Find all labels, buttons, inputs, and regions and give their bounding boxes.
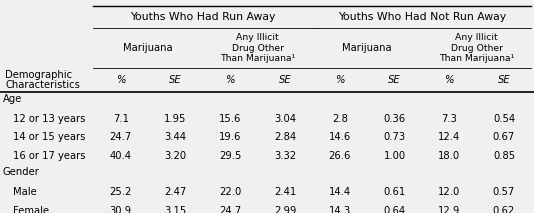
Text: 12 or 13 years: 12 or 13 years [13, 114, 86, 124]
Text: 22.0: 22.0 [219, 187, 241, 197]
Text: 0.54: 0.54 [493, 114, 515, 124]
Text: %: % [444, 75, 454, 85]
Text: 2.41: 2.41 [274, 187, 296, 197]
Text: 2.99: 2.99 [274, 206, 296, 213]
Text: 19.6: 19.6 [219, 132, 241, 142]
Text: 24.7: 24.7 [109, 132, 132, 142]
Text: 15.6: 15.6 [219, 114, 241, 124]
Text: 14.6: 14.6 [328, 132, 351, 142]
Text: SE: SE [388, 75, 401, 85]
Text: 30.9: 30.9 [110, 206, 132, 213]
Text: 26.6: 26.6 [328, 151, 351, 161]
Text: Demographic: Demographic [5, 70, 73, 80]
Text: 3.15: 3.15 [164, 206, 187, 213]
Text: Any Illicit
Drug Other
Than Marijuana¹: Any Illicit Drug Other Than Marijuana¹ [220, 33, 295, 63]
Text: Female: Female [13, 206, 50, 213]
Text: Gender: Gender [3, 167, 40, 177]
Text: 3.20: 3.20 [164, 151, 186, 161]
Text: 7.3: 7.3 [441, 114, 457, 124]
Text: 3.04: 3.04 [274, 114, 296, 124]
Text: 14 or 15 years: 14 or 15 years [13, 132, 86, 142]
Text: Marijuana: Marijuana [342, 43, 392, 53]
Text: 18.0: 18.0 [438, 151, 460, 161]
Text: %: % [116, 75, 125, 85]
Text: 3.44: 3.44 [164, 132, 186, 142]
Text: Marijuana: Marijuana [123, 43, 173, 53]
Text: 12.0: 12.0 [438, 187, 460, 197]
Text: 16 or 17 years: 16 or 17 years [13, 151, 86, 161]
Text: 0.62: 0.62 [493, 206, 515, 213]
Text: 0.57: 0.57 [493, 187, 515, 197]
Text: %: % [225, 75, 235, 85]
Text: 12.4: 12.4 [438, 132, 460, 142]
Text: 1.95: 1.95 [164, 114, 187, 124]
Text: %: % [335, 75, 344, 85]
Text: 14.4: 14.4 [329, 187, 351, 197]
Text: 12.9: 12.9 [438, 206, 460, 213]
Text: Youths Who Had Run Away: Youths Who Had Run Away [130, 12, 276, 22]
Text: 2.8: 2.8 [332, 114, 348, 124]
Text: 29.5: 29.5 [219, 151, 241, 161]
Text: 2.84: 2.84 [274, 132, 296, 142]
Text: 40.4: 40.4 [110, 151, 132, 161]
Text: 0.73: 0.73 [383, 132, 405, 142]
Text: Age: Age [3, 94, 22, 104]
Text: 24.7: 24.7 [219, 206, 241, 213]
Text: SE: SE [279, 75, 292, 85]
Text: 0.64: 0.64 [383, 206, 405, 213]
Text: 7.1: 7.1 [113, 114, 129, 124]
Text: 14.3: 14.3 [329, 206, 351, 213]
Text: SE: SE [498, 75, 511, 85]
Text: 2.47: 2.47 [164, 187, 187, 197]
Text: Male: Male [13, 187, 37, 197]
Text: 0.61: 0.61 [383, 187, 406, 197]
Text: 0.36: 0.36 [383, 114, 405, 124]
Text: SE: SE [169, 75, 182, 85]
Text: Youths Who Had Not Run Away: Youths Who Had Not Run Away [338, 12, 506, 22]
Text: 25.2: 25.2 [109, 187, 132, 197]
Text: 0.67: 0.67 [493, 132, 515, 142]
Text: 1.00: 1.00 [383, 151, 405, 161]
Text: Any Illicit
Drug Other
Than Marijuana¹: Any Illicit Drug Other Than Marijuana¹ [439, 33, 514, 63]
Text: 3.32: 3.32 [274, 151, 296, 161]
Text: 0.85: 0.85 [493, 151, 515, 161]
Text: Characteristics: Characteristics [5, 80, 80, 90]
